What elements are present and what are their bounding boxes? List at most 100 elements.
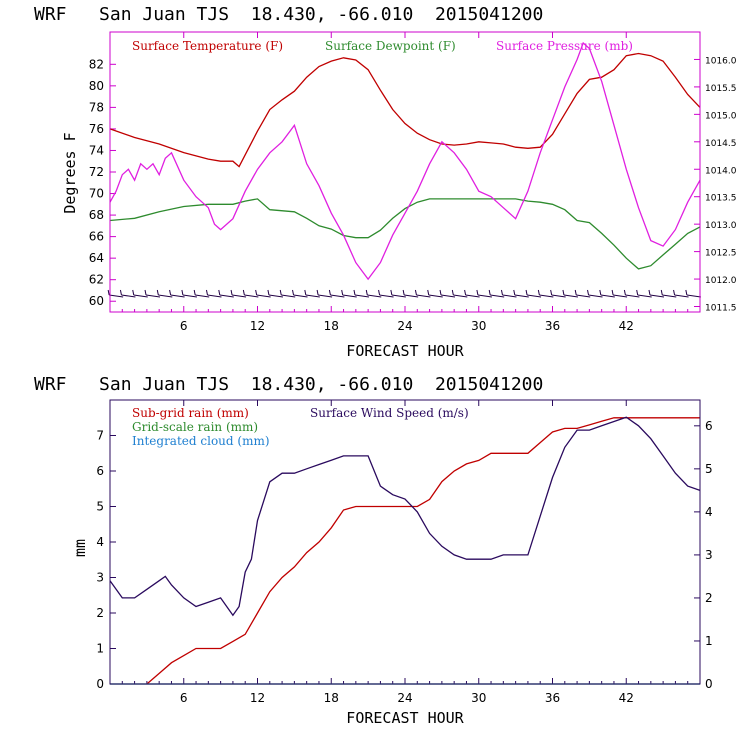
wind-barb [662, 294, 677, 298]
y-tick-label: 78 [89, 100, 104, 114]
wind-barb [453, 294, 468, 298]
wind-barb-flag [292, 289, 295, 296]
series-line-surface-pressure-mb [109, 41, 701, 281]
top-legend: Surface Temperature (F) Surface Dewpoint… [132, 39, 633, 53]
y2-tick-label: 1011.5 [705, 304, 737, 314]
wind-barb [625, 294, 640, 298]
wind-barb [551, 294, 566, 298]
y-tick-label: 5 [96, 500, 104, 514]
y2-tick-label: 1013.0 [705, 221, 737, 231]
y-tick-label: 7 [96, 429, 104, 443]
wind-barb [109, 294, 124, 298]
wind-barb-flag [390, 289, 393, 296]
wind-barb [170, 294, 185, 298]
wind-barb-flag [279, 289, 282, 296]
y2-tick-label: 1012.5 [705, 249, 737, 259]
wind-barb-flag [550, 289, 553, 296]
y2-tick-label: 4 [705, 505, 713, 519]
wind-barb [637, 294, 652, 298]
wind-barb-flag [414, 289, 417, 296]
legend-surface-wind-speed: Surface Wind Speed (m/s) [310, 406, 469, 420]
series-line-surface-temperature-f [109, 52, 701, 168]
y-tick-label: 64 [89, 251, 104, 265]
wind-barb [526, 294, 542, 298]
bottom-chart-title: WRF San Juan TJS 18.430, -66.010 2015041… [34, 374, 543, 395]
wind-barb [219, 294, 234, 298]
wind-barb-flag [636, 289, 639, 296]
wind-barb-flag [193, 289, 196, 296]
wind-barb-flag [488, 289, 491, 296]
wind-barb-flag [513, 289, 516, 296]
wind-barb-flag [156, 289, 159, 296]
y-tick-label: 72 [89, 165, 104, 179]
series-line-surface-wind-speed-m-s [109, 416, 701, 617]
wind-barb-flag [255, 289, 258, 296]
y2-tick-label: 0 [705, 677, 713, 691]
wind-barb-flag [402, 289, 405, 296]
top-chart-title: WRF San Juan TJS 18.430, -66.010 2015041… [34, 4, 543, 25]
wind-barb [391, 294, 406, 298]
wind-barb-flag [525, 289, 528, 296]
wind-barb-flag [562, 289, 565, 296]
wind-barb-flag [304, 289, 307, 296]
legend-surface-pressure: Surface Pressure (mb) [496, 39, 633, 53]
y-tick-label: 3 [96, 571, 104, 585]
wind-barb-flag [365, 289, 368, 296]
wind-barb-flag [181, 289, 184, 296]
wind-barb [158, 294, 173, 298]
wind-barb-flag [328, 289, 331, 296]
x-tick-label: 30 [471, 319, 486, 333]
wind-barb [404, 294, 419, 298]
wind-barb-flag [500, 289, 503, 296]
y-tick-label: 2 [96, 606, 104, 620]
wind-barb-flag [439, 289, 442, 296]
wind-barb-flag [623, 289, 626, 296]
wind-barb [293, 294, 308, 298]
wind-barb [182, 294, 197, 298]
y2-tick-label: 5 [705, 462, 713, 476]
x-tick-label: 36 [545, 319, 560, 333]
x-tick-label: 12 [250, 319, 265, 333]
x-tick-label: 6 [180, 691, 188, 705]
y2-tick-label: 1016.0 [705, 56, 737, 66]
y2-tick-label: 1014.0 [705, 166, 737, 176]
wind-barb-flag [144, 289, 147, 296]
wind-barb-flag [537, 289, 540, 296]
wind-barb [145, 294, 161, 298]
wind-barb [379, 294, 394, 298]
wind-barb-flag [685, 289, 688, 296]
wind-barb [477, 294, 492, 298]
x-tick-label: 36 [545, 691, 560, 705]
wind-barb [674, 294, 689, 298]
wind-barb-flag [574, 289, 577, 296]
y-tick-label: 76 [89, 122, 104, 136]
top-plot-area: 6 12 18 24 30 36 42 60 62 64 66 68 70 72 74 76 78 80 82 101… [89, 32, 737, 333]
y2-tick-label: 1012.0 [705, 276, 737, 286]
wind-barb [305, 294, 320, 298]
series-line-sub-grid-rain-mm [146, 417, 700, 685]
wind-barb [207, 294, 222, 298]
bottom-chart: WRF San Juan TJS 18.430, -66.010 2015041… [34, 374, 713, 727]
wind-barb [539, 294, 554, 298]
x-tick-label: 42 [619, 691, 634, 705]
wind-barb [256, 294, 271, 298]
wind-barb [588, 294, 603, 298]
y2-tick-label: 1014.5 [705, 139, 737, 149]
wind-barb-flag [267, 289, 270, 296]
top-plot-frame [109, 31, 701, 313]
legend-integrated-cloud: Integrated cloud (mm) [132, 434, 270, 448]
wind-barb [195, 294, 210, 298]
top-chart-ylabel: Degrees F [61, 132, 79, 213]
y2-tick-label: 6 [705, 419, 713, 433]
bottom-chart-xlabel: FORECAST HOUR [346, 709, 464, 727]
bottom-plot-frame [109, 399, 701, 685]
wind-barb [649, 294, 665, 298]
x-tick-label: 18 [324, 691, 339, 705]
wind-barb-flag [169, 289, 172, 296]
y2-tick-label: 1 [705, 634, 713, 648]
wind-barb [613, 294, 628, 298]
wind-barb [133, 294, 148, 298]
wind-barb-flag [464, 289, 467, 296]
wind-barb-flag [673, 289, 676, 296]
